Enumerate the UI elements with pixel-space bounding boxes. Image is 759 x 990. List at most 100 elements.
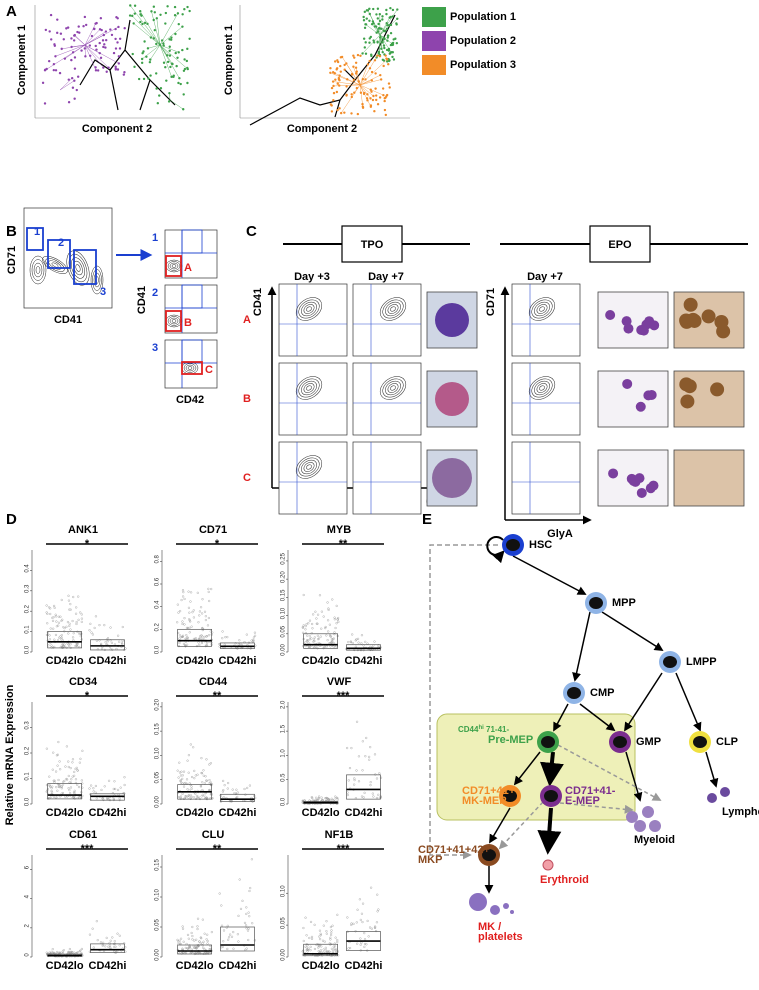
link [362, 34, 381, 54]
jitter-dot [80, 947, 84, 951]
label: A [243, 314, 251, 326]
cell-dot [387, 63, 390, 66]
cell-dot [350, 112, 353, 115]
cell-dot [182, 108, 185, 111]
cell-dot [132, 22, 135, 25]
jitter-dot [192, 746, 195, 749]
jitter-dot [55, 786, 58, 789]
cell-dot [99, 17, 103, 20]
dashed [429, 544, 498, 860]
cell-dot [343, 63, 346, 67]
link [84, 44, 104, 68]
cell-dot [110, 33, 114, 37]
flow-frame [352, 283, 422, 357]
cell-dot [361, 78, 365, 81]
jitter-dot [186, 788, 189, 791]
jitter-dot [88, 787, 91, 790]
cell-dot [376, 103, 380, 106]
myeloid-cell [634, 820, 646, 832]
jitter-dot [62, 643, 65, 647]
jitter-dot [327, 608, 330, 611]
jitter-dot [182, 785, 186, 788]
jitter-dot [99, 941, 103, 944]
jitter-dot [328, 642, 331, 645]
cell-dot [149, 36, 153, 39]
jitter-dot [54, 633, 58, 637]
jitter-dot [305, 639, 309, 642]
micrograph [673, 449, 745, 507]
cell-dot [52, 62, 56, 66]
jitter-dot [201, 598, 204, 601]
jitter-dot [118, 934, 121, 937]
label: CD61 [69, 829, 97, 841]
contour [185, 364, 195, 372]
jitter-dot [177, 951, 180, 954]
contour [382, 299, 404, 319]
cell-dot [94, 69, 98, 72]
flow-frame [278, 441, 348, 515]
cell-dot [363, 91, 366, 95]
cell-dot [67, 78, 70, 81]
cell-dot [382, 64, 385, 68]
cell-dot [133, 4, 137, 7]
jitter-dot [368, 758, 371, 761]
jitter-dot [325, 930, 328, 933]
cell-dot [117, 55, 121, 58]
jitter-dot [369, 746, 372, 749]
contour [303, 383, 315, 393]
cell-dot [170, 75, 173, 79]
jitter-dot [205, 938, 208, 941]
jitter-dot [208, 763, 211, 766]
jitter-dot [176, 603, 179, 606]
cell-dot [70, 76, 74, 80]
jitter-dot [54, 770, 58, 773]
cell-dot [102, 66, 105, 69]
cell-dot [95, 48, 98, 51]
subgate [165, 310, 182, 332]
jitter-dot [247, 927, 250, 930]
jitter-dot [187, 771, 190, 774]
jitter-dot [221, 790, 225, 793]
jitter-dot [178, 761, 181, 764]
label: CD42lo [46, 960, 84, 972]
cell-dot [333, 72, 336, 75]
jitter-dot [307, 645, 310, 649]
jitter-dot [188, 626, 191, 630]
jitter-dot [251, 922, 254, 925]
jitter-dot [368, 755, 371, 759]
cell-dot [147, 77, 150, 80]
cell-dot [372, 39, 375, 42]
jitter-dot [91, 633, 94, 636]
jitter-dot [245, 947, 248, 950]
mk-cell [490, 905, 500, 915]
cell-dot [159, 13, 162, 16]
jitter-dot [334, 626, 337, 630]
y-tick-label: 0.20 [281, 571, 287, 583]
cell-dot [94, 44, 97, 48]
cell-dot [384, 54, 387, 57]
y-tick-label: 0.10 [155, 747, 161, 759]
cell-dot [168, 54, 172, 57]
jitter-dot [238, 639, 241, 642]
cell-dot [332, 99, 335, 102]
cell-dot [102, 45, 105, 49]
jitter-dot [191, 925, 194, 929]
jitter-dot [350, 923, 353, 926]
jitter-dot [74, 612, 78, 615]
jitter-dot [318, 935, 321, 938]
cell-dot [129, 4, 132, 7]
y-tick-label: 0.05 [281, 917, 287, 929]
label: CD42hi [89, 960, 127, 972]
jitter-dot [379, 776, 383, 779]
cell-dot [391, 42, 394, 45]
jitter-dot [72, 639, 75, 642]
jitter-dot [363, 931, 366, 935]
label: MK / [478, 921, 501, 933]
contour [306, 385, 312, 391]
cell-dot [385, 12, 388, 16]
jitter-dot [56, 753, 59, 756]
contour [29, 255, 47, 285]
contour [298, 378, 320, 398]
jitter-dot [243, 787, 246, 791]
jitter-dot [200, 757, 203, 760]
